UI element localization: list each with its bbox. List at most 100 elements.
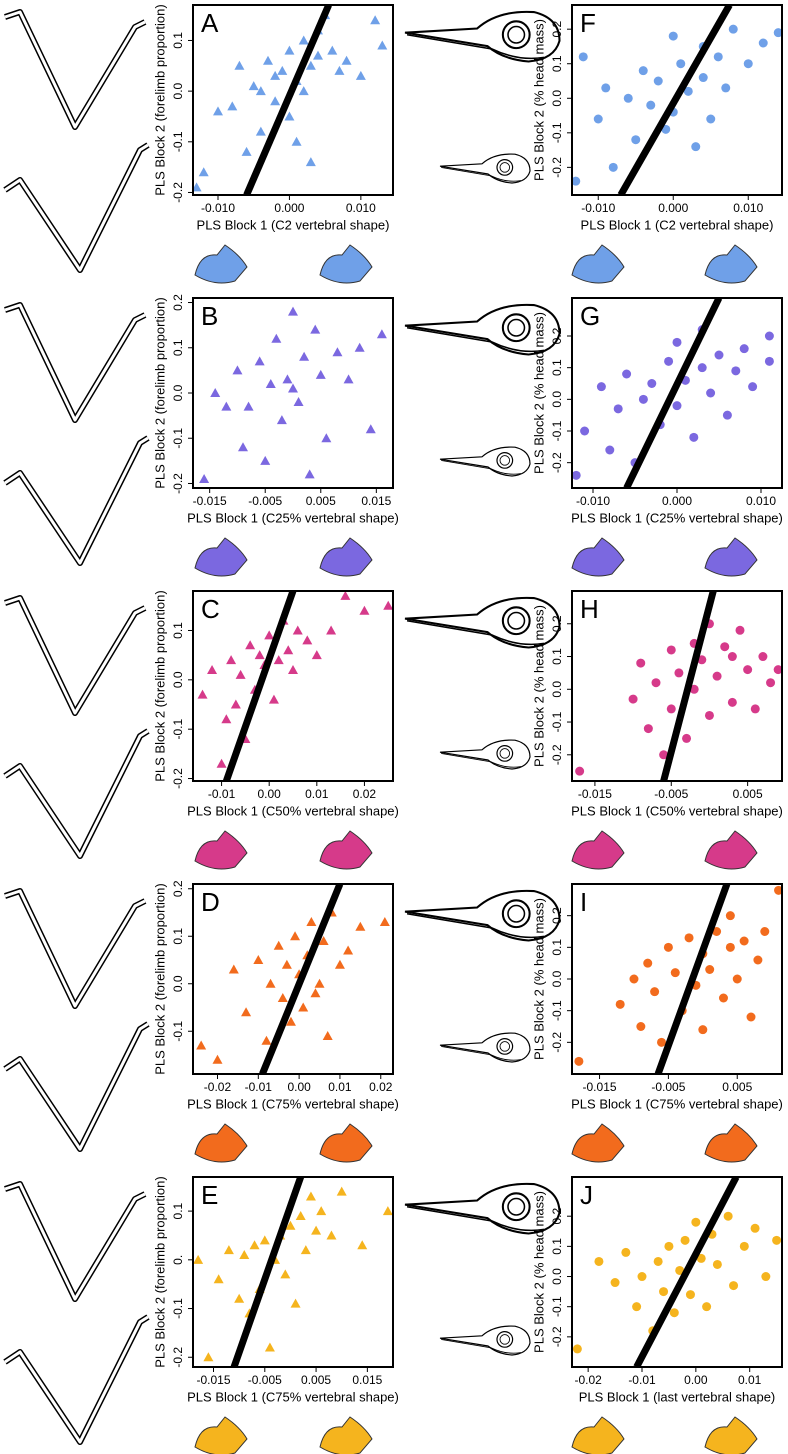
point	[670, 968, 680, 978]
vertebra-illustration	[319, 830, 373, 870]
y-tick-label: -0.1	[171, 428, 185, 449]
skull-outline	[439, 153, 531, 184]
x-tick-label: -0.02	[204, 1080, 232, 1094]
x-axis-label: PLS Block 1 (C50% vertebral shape)	[571, 803, 783, 818]
point	[288, 664, 298, 674]
skull-outline	[439, 739, 531, 770]
vertebra-illustration	[319, 244, 373, 284]
y-tick-label: -0.2	[550, 744, 564, 765]
wing-outline	[3, 728, 150, 859]
plot-area	[572, 298, 774, 488]
skull-orbit	[501, 606, 531, 636]
point	[725, 911, 735, 921]
point	[203, 1352, 214, 1362]
x-tick-label: -0.005	[654, 787, 688, 801]
x-tick-label: 0.000	[662, 494, 692, 508]
point	[697, 363, 707, 373]
point	[277, 993, 288, 1002]
point	[293, 397, 304, 407]
wing-outline	[4, 9, 147, 130]
skull-orbit-inner	[507, 25, 526, 44]
point	[197, 689, 208, 699]
point	[668, 31, 678, 41]
point	[283, 645, 294, 655]
point	[691, 1217, 701, 1227]
point	[193, 182, 202, 192]
skull-illustration	[404, 596, 561, 649]
y-tick-label: -0.1	[171, 1298, 185, 1319]
point	[666, 645, 676, 655]
point	[241, 146, 252, 156]
point	[241, 1007, 252, 1017]
skull-orbit	[496, 745, 514, 762]
point	[663, 942, 673, 952]
point	[697, 655, 707, 665]
point	[643, 724, 653, 734]
point	[357, 1240, 368, 1250]
skull-outline	[439, 1325, 531, 1356]
y-tick-label: 0.2	[550, 907, 564, 924]
point	[746, 1012, 756, 1022]
point	[712, 927, 722, 936]
point	[739, 936, 749, 946]
x-tick-label: 0.01	[328, 1080, 352, 1094]
point	[638, 394, 648, 404]
point	[723, 1211, 733, 1221]
point	[273, 655, 284, 665]
point	[622, 369, 632, 379]
skull-orbit	[501, 313, 531, 343]
x-axis-label: PLS Block 1 (C75% vertebral shape)	[571, 1096, 783, 1111]
point	[245, 640, 256, 650]
wing-inner	[4, 729, 149, 858]
y-tick-label: -0.2	[550, 452, 564, 473]
plot-area	[199, 306, 387, 483]
skull-jaw	[406, 912, 545, 939]
skull-outline	[404, 1182, 561, 1235]
point	[613, 404, 623, 414]
point	[253, 955, 264, 964]
x-tick-label: -0.01	[208, 787, 236, 801]
wing-outline	[4, 302, 147, 423]
point	[310, 324, 321, 334]
skull-jaw	[406, 326, 545, 353]
point	[720, 642, 730, 652]
point	[722, 410, 732, 420]
x-axis-label: PLS Block 1 (C2 vertebral shape)	[581, 217, 774, 232]
vertebra-illustration	[194, 1416, 248, 1454]
point	[721, 83, 731, 93]
y-axis-label: PLS Block 2 (forelimb proportion)	[152, 297, 167, 488]
point	[773, 28, 782, 38]
vertebra-illustration	[571, 1416, 625, 1454]
point	[669, 1308, 679, 1318]
skull-orbit-inner	[499, 455, 511, 466]
x-tick-label: 0.000	[274, 201, 304, 215]
y-tick-label: -0.1	[550, 122, 564, 143]
point	[270, 70, 281, 80]
y-axis-label: PLS Block 2 (% head mass)	[531, 605, 546, 767]
point	[230, 699, 241, 709]
point	[213, 106, 223, 116]
point	[255, 86, 266, 96]
skull-orbit-inner	[499, 1334, 511, 1345]
point	[593, 114, 603, 124]
wing-illustration	[4, 1181, 147, 1302]
point	[311, 650, 322, 660]
point	[238, 442, 248, 452]
y-tick-label: 0.0	[171, 671, 185, 688]
skull-illustration	[439, 446, 531, 477]
point	[343, 945, 354, 955]
point	[696, 1253, 706, 1263]
y-tick-label: 0.2	[171, 294, 185, 311]
vertebra-illustration	[704, 244, 758, 284]
fit-line	[243, 5, 332, 195]
plot-frame	[192, 590, 394, 782]
skull-orbit-inner	[507, 1197, 526, 1216]
point	[260, 455, 271, 465]
point	[739, 1241, 749, 1251]
point	[322, 1031, 333, 1040]
point	[318, 936, 329, 945]
point	[636, 1022, 646, 1031]
x-tick-label: 0.005	[301, 1373, 331, 1387]
x-axis-label: PLS Block 1 (C50% vertebral shape)	[187, 803, 399, 818]
